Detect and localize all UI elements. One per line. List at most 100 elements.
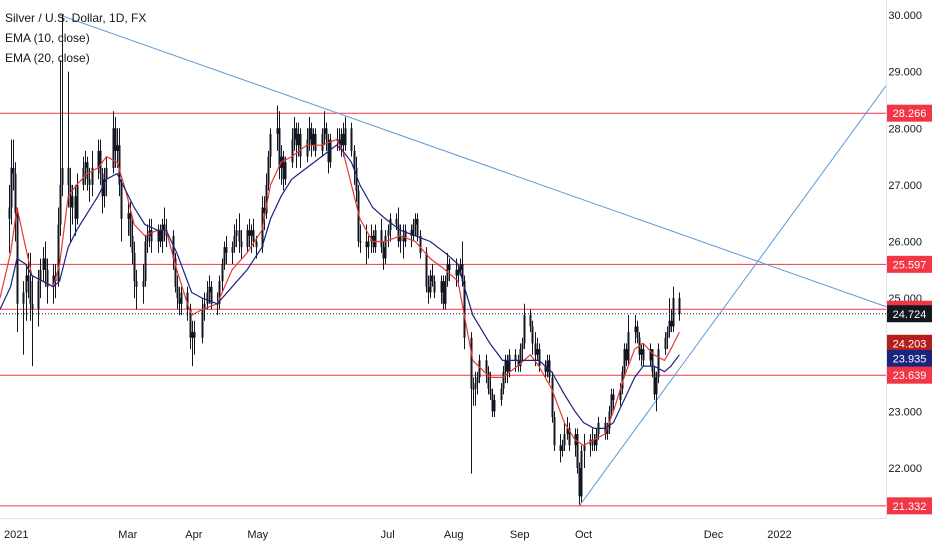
candle-body-103 <box>315 134 317 151</box>
candle-body-45 <box>143 281 145 287</box>
candle-body-173 <box>524 315 526 343</box>
candle-body-1 <box>11 168 13 208</box>
x-tick-label-1: Mar <box>118 529 137 541</box>
candle-body-97 <box>298 134 300 145</box>
candle-body-94 <box>292 140 294 163</box>
x-tick-label-5: Aug <box>444 529 464 541</box>
candle-body-22 <box>72 196 74 207</box>
candle-body-163 <box>494 400 496 411</box>
candle-body-162 <box>492 394 494 411</box>
candle-body-197 <box>596 434 598 445</box>
candle-body-146 <box>445 281 447 304</box>
candle-body-155 <box>473 389 475 390</box>
symbol-title[interactable]: Silver / U.S. Dollar, 1D, FX <box>5 8 146 28</box>
candle-body-63 <box>194 332 196 338</box>
candle-body-101 <box>311 128 313 145</box>
trendlines <box>60 15 886 506</box>
candle-body-175 <box>532 326 534 343</box>
candle-body-58 <box>179 298 181 304</box>
candle-body-100 <box>309 128 311 139</box>
candle-body-126 <box>385 236 387 259</box>
candle-body-87 <box>268 157 270 185</box>
candle-body-47 <box>147 236 149 242</box>
candle-body-221 <box>669 321 671 332</box>
candle-body-43 <box>134 253 136 281</box>
candle-body-105 <box>324 128 326 134</box>
candle-body-206 <box>624 349 626 372</box>
candle-body-46 <box>145 242 147 282</box>
x-tick-label-2: Apr <box>185 529 202 541</box>
candle-body-130 <box>398 225 400 242</box>
candle-body-118 <box>360 242 362 243</box>
candle-body-167 <box>507 360 509 371</box>
candle-body-193 <box>584 445 586 451</box>
candle-body-39 <box>121 185 123 219</box>
candle-body-184 <box>560 445 562 451</box>
candle-body-78 <box>241 242 243 248</box>
ema10-legend[interactable]: EMA (10, close) <box>5 28 146 48</box>
candle-body-111 <box>341 134 343 145</box>
price-label-1: 25.597 <box>893 259 927 271</box>
ema20-legend[interactable]: EMA (20, close) <box>5 48 146 68</box>
x-tick-label-6: Sep <box>510 529 530 541</box>
candle-body-176 <box>535 343 537 354</box>
candle-body-95 <box>294 128 296 139</box>
candle-body-169 <box>515 355 517 361</box>
candle-body-156 <box>475 383 477 389</box>
candle-body-49 <box>151 230 153 241</box>
candle-body-135 <box>413 225 415 236</box>
candle-body-141 <box>430 275 432 292</box>
candle-body-51 <box>160 230 162 241</box>
candle-body-42 <box>132 236 134 253</box>
candle-body-24 <box>77 185 79 219</box>
candle-body-74 <box>232 247 234 253</box>
ema-line-1 <box>0 145 679 428</box>
candle-body-139 <box>426 253 428 287</box>
candle-body-140 <box>428 287 430 293</box>
candle-body-154 <box>471 338 473 389</box>
candle-body-90 <box>279 128 281 168</box>
candle-body-52 <box>162 225 164 242</box>
candle-body-203 <box>613 394 615 400</box>
candle-body-98 <box>300 134 302 157</box>
candle-body-160 <box>488 372 490 389</box>
candle-body-79 <box>247 230 249 247</box>
candle-body-180 <box>547 360 549 371</box>
horizontal-levels <box>0 113 886 506</box>
candle-body-102 <box>313 134 315 145</box>
candle-body-64 <box>202 309 204 337</box>
candle-body-143 <box>434 281 436 292</box>
candle-body-202 <box>611 394 613 411</box>
candle-body-124 <box>381 230 383 247</box>
candle-body-89 <box>277 128 279 134</box>
candle-body-165 <box>503 372 505 389</box>
candle-body-218 <box>658 349 660 377</box>
candle-body-128 <box>390 219 392 230</box>
candle-body-157 <box>477 377 479 383</box>
candle-body-20 <box>68 168 70 185</box>
candle-body-23 <box>75 196 77 219</box>
y-tick-label-4: 26.000 <box>888 237 922 249</box>
candle-body-80 <box>249 230 251 236</box>
candle-body-191 <box>579 468 581 496</box>
candle-body-67 <box>209 287 211 293</box>
candle-body-96 <box>296 128 298 145</box>
candle-body-37 <box>117 145 119 151</box>
x-tick-label-9: 2022 <box>767 529 791 541</box>
y-tick-label-1: 23.000 <box>888 406 922 418</box>
y-tick-label-0: 22.000 <box>888 463 922 475</box>
candle-body-192 <box>581 451 583 496</box>
candle-body-136 <box>415 219 417 225</box>
candle-body-82 <box>253 230 255 241</box>
x-tick-label-0: 2021 <box>4 529 28 541</box>
candle-body-216 <box>654 372 656 395</box>
candle-body-127 <box>388 230 390 236</box>
candle-body-2 <box>13 168 15 174</box>
candle-body-166 <box>505 360 507 371</box>
candle-body-222 <box>671 321 673 327</box>
x-tick-label-7: Oct <box>575 529 592 541</box>
price-axis[interactable]: 22.00023.00024.00025.00026.00027.00028.0… <box>887 0 932 550</box>
